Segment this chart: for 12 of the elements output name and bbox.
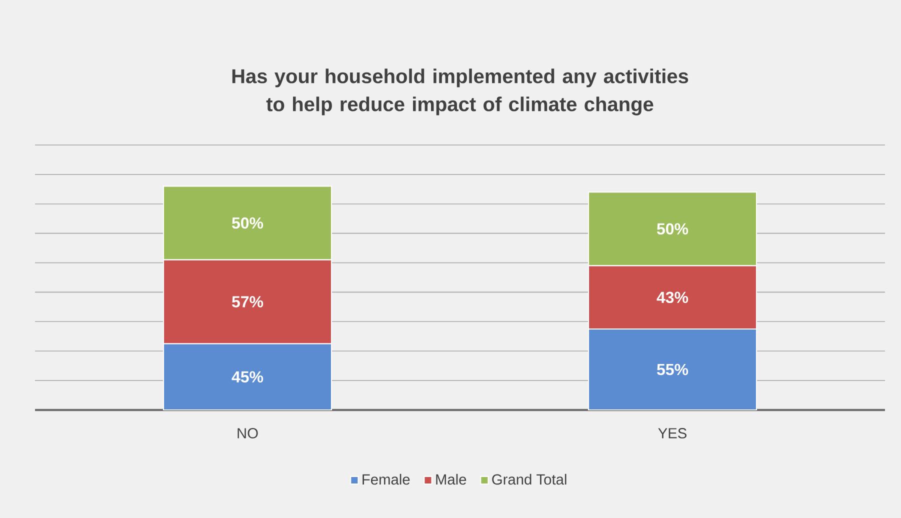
data-label: 50%: [656, 223, 688, 235]
data-label: 43%: [656, 292, 688, 304]
legend-label: Female: [362, 474, 410, 485]
x-tick-label: YES: [658, 428, 686, 438]
data-label: 57%: [232, 296, 264, 308]
data-label: 55%: [656, 364, 688, 376]
legend-label: Grand Total: [492, 474, 566, 485]
chart-title: Has your household implemented any activities to help reduce impact of climate change: [232, 68, 688, 116]
data-label: 45%: [232, 371, 264, 382]
x-tick-label: NO: [238, 428, 258, 438]
data-label: 50%: [232, 217, 264, 229]
legend-label: Male: [436, 474, 466, 485]
